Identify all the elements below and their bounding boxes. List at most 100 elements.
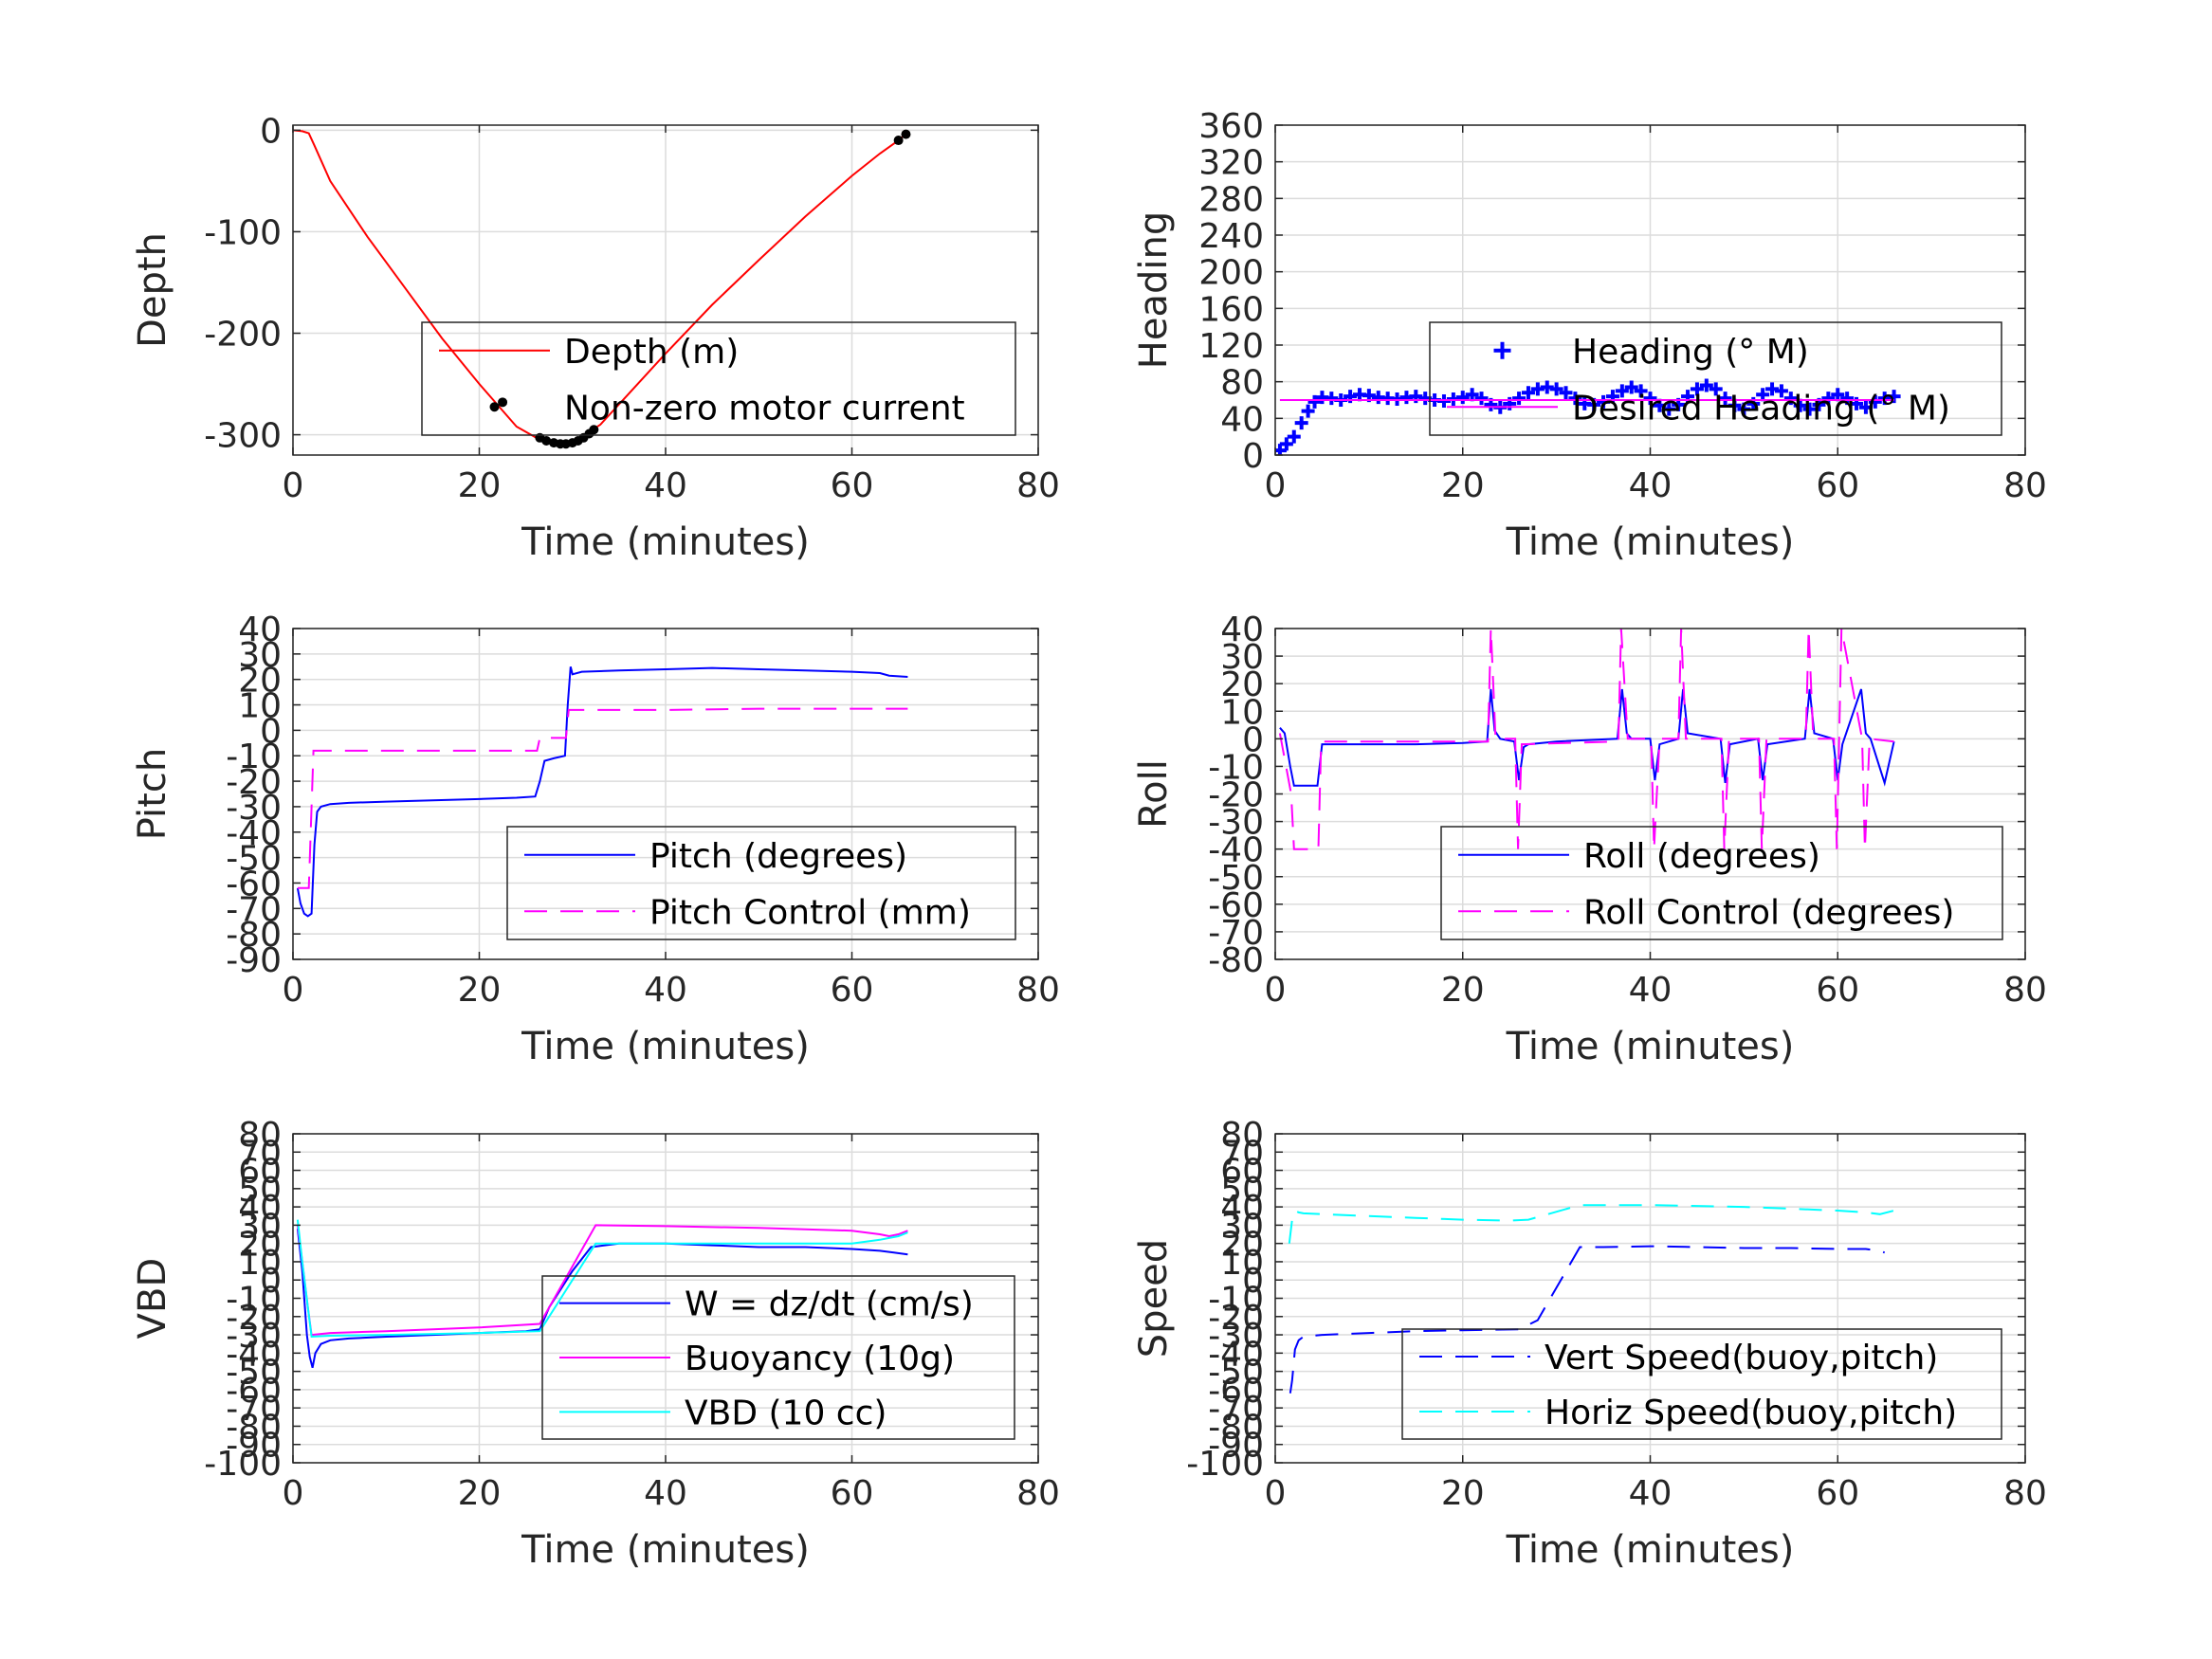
- series-heading-m-point: [1465, 388, 1479, 402]
- y-tick-label: -10: [1208, 1281, 1264, 1320]
- x-tick-label: 20: [458, 466, 502, 505]
- x-tick-label: 40: [1629, 1474, 1673, 1513]
- legend-label: Desired Heading (° M): [1572, 389, 1950, 428]
- y-tick-label: -50: [226, 1354, 282, 1393]
- series-heading-m-point: [1294, 416, 1308, 430]
- series-non-zero-motor-current-point: [589, 425, 599, 435]
- y-tick-label: -90: [1208, 1427, 1264, 1466]
- y-axis-label: VBD: [131, 1258, 174, 1340]
- y-tick-label: 160: [1198, 290, 1264, 329]
- series-heading-m-point: [1521, 386, 1535, 400]
- y-tick-label: 60: [238, 1153, 282, 1192]
- x-tick-label: 60: [1816, 971, 1859, 1010]
- y-tick-label: -30: [1208, 804, 1264, 843]
- y-tick-label: 280: [1198, 180, 1264, 219]
- y-tick-label: 10: [1220, 1244, 1264, 1283]
- y-tick-label: -20: [226, 1299, 282, 1338]
- series-non-zero-motor-current-point: [893, 136, 904, 146]
- y-tick-label: -20: [1208, 1299, 1264, 1338]
- y-tick-label: 20: [1220, 1226, 1264, 1265]
- y-tick-label: 40: [1220, 400, 1264, 439]
- x-tick-label: 80: [2003, 466, 2047, 505]
- legend-label: Horiz Speed(buoy,pitch): [1545, 1394, 1957, 1432]
- y-axis-label: Speed: [1132, 1239, 1176, 1358]
- series-heading-m-point: [1279, 437, 1293, 451]
- x-tick-label: 40: [644, 1474, 687, 1513]
- legend: Roll (degrees) Roll Control (degrees): [1440, 826, 2003, 940]
- series-heading-m-point: [1718, 392, 1732, 406]
- legend-label: VBD (10 cc): [685, 1394, 887, 1432]
- legend-box: [1429, 321, 2002, 436]
- y-tick-label: -70: [1208, 1390, 1264, 1429]
- y-tick-label: -70: [226, 890, 282, 929]
- y-tick-label: 120: [1198, 327, 1264, 366]
- x-tick-label: 40: [644, 466, 687, 505]
- legend-box: [1440, 826, 2003, 940]
- y-tick-label: -20: [1208, 776, 1264, 815]
- x-tick-label: 60: [831, 971, 874, 1010]
- y-tick-label: -50: [226, 840, 282, 879]
- chart-heading: 0 20 40 60 8004080120160200240280320360Time …: [1132, 107, 2047, 564]
- y-tick-label: -100: [204, 213, 282, 252]
- legend-label: Roll (degrees): [1583, 837, 1820, 876]
- y-tick-label: 240: [1198, 217, 1264, 256]
- y-tick-label: -40: [1208, 831, 1264, 870]
- plot-area: [296, 666, 908, 918]
- y-tick-label: 30: [1220, 638, 1264, 677]
- y-tick-label: -20: [226, 763, 282, 802]
- series-heading-m-point: [1474, 392, 1489, 406]
- y-tick-label: 80: [1220, 364, 1264, 403]
- y-tick-label: 80: [1220, 1116, 1264, 1155]
- legend-box: [421, 321, 1016, 436]
- x-tick-label: 20: [1441, 971, 1485, 1010]
- y-tick-label: -100: [204, 1445, 282, 1484]
- y-tick-label: 0: [260, 112, 282, 151]
- legend: Pitch (degrees) Pitch Control (mm): [506, 826, 1016, 940]
- y-tick-label: 40: [238, 611, 282, 649]
- series-non-zero-motor-current-point: [901, 129, 911, 139]
- x-axis-label: Time (minutes): [521, 1025, 810, 1068]
- series-pitch-control-mm-line: [297, 707, 908, 889]
- y-tick-label: -60: [226, 865, 282, 903]
- series-vbd-10-cc-line: [296, 1219, 908, 1339]
- series-heading-m-point: [1307, 394, 1322, 409]
- x-tick-label: 20: [458, 971, 502, 1010]
- y-tick-label: 20: [238, 662, 282, 701]
- x-tick-label: 60: [1816, 1474, 1859, 1513]
- legend: Vert Speed(buoy,pitch) Horiz Speed(buoy,p…: [1401, 1328, 2002, 1440]
- series-heading-m-point: [1728, 398, 1742, 412]
- y-tick-label: 10: [238, 687, 282, 726]
- series-heading-m-point: [1821, 392, 1836, 406]
- chart-pitch: 0 20 40 60 80-90-80-70-60-50-40-30-20-100102…: [131, 611, 1060, 1068]
- series-heading-m-point: [1597, 394, 1611, 409]
- x-tick-label: 80: [2003, 971, 2047, 1010]
- y-tick-label: -80: [226, 916, 282, 955]
- legend-label: Roll Control (degrees): [1583, 893, 1954, 932]
- x-tick-label: 60: [1816, 466, 1859, 505]
- y-tick-label: -90: [226, 1427, 282, 1466]
- y-tick-label: -40: [226, 814, 282, 853]
- y-tick-label: -80: [1208, 941, 1264, 980]
- y-tick-label: 50: [238, 1171, 282, 1210]
- series-heading-m-point: [1624, 380, 1638, 394]
- legend-box: [541, 1275, 1015, 1440]
- legend-label: Buoyancy (10g): [685, 1340, 955, 1378]
- y-tick-label: -60: [226, 1372, 282, 1411]
- chart-speed: 0 20 40 60 80-100-90-80-70-60-50-40-30-20-10…: [1132, 1116, 2047, 1572]
- legend: W = dz/dt (cm/s) Buoyancy (10g) VBD (10 cc…: [541, 1275, 1015, 1440]
- y-tick-label: 40: [1220, 1189, 1264, 1228]
- y-tick-label: -10: [226, 1281, 282, 1320]
- x-tick-label: 0: [283, 971, 304, 1010]
- series-roll-control-degrees-line: [1278, 629, 1894, 850]
- y-tick-label: 20: [238, 1226, 282, 1265]
- series-heading-m-point: [1831, 388, 1845, 402]
- plot-area: [1288, 1204, 1894, 1394]
- y-tick-label: 10: [238, 1244, 282, 1283]
- series-heading-m-point: [1662, 402, 1676, 416]
- x-axis-label: Time (minutes): [1506, 520, 1795, 564]
- y-tick-label: 0: [1242, 1262, 1264, 1301]
- series-heading-m-point: [1783, 392, 1798, 406]
- series-heading-m-point: [1756, 388, 1770, 402]
- x-tick-label: 0: [1265, 1474, 1287, 1513]
- series-heading-m-point: [1455, 391, 1470, 405]
